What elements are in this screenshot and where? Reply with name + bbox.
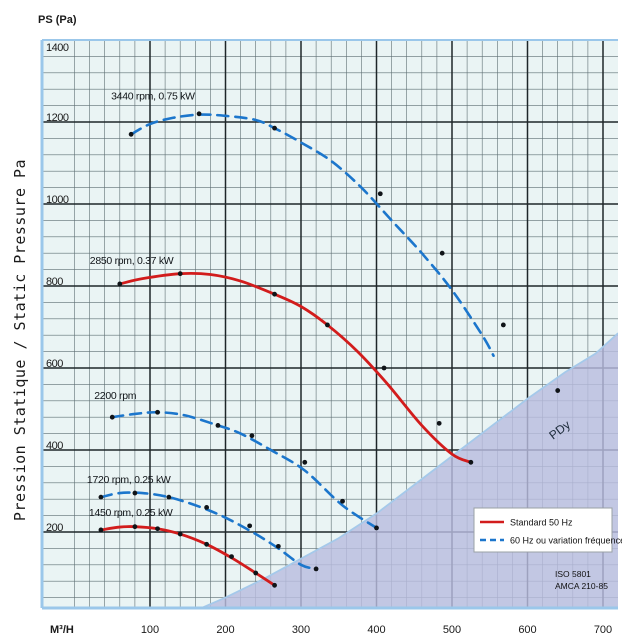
data-point	[98, 527, 104, 533]
data-point	[98, 494, 104, 500]
data-point	[155, 526, 160, 532]
data-point	[275, 543, 281, 549]
y-tick-label: 800	[46, 276, 63, 288]
data-point	[325, 322, 330, 328]
standards-note: ISO 5801	[555, 569, 591, 579]
data-point	[249, 433, 255, 439]
data-point	[204, 541, 210, 547]
data-point	[377, 191, 383, 197]
x-tick-label: 500	[443, 624, 461, 636]
series-label: 1450 rpm, 0.25 kW	[89, 507, 173, 519]
y-tick-label: 400	[46, 440, 63, 452]
series-4	[98, 490, 319, 572]
y-axis-side-label: Pression Statique / Static Pressure Pa	[11, 159, 29, 521]
y-tick-label: 600	[46, 358, 63, 370]
x-tick-label: 400	[367, 624, 385, 636]
data-point	[439, 250, 445, 256]
data-point	[128, 131, 134, 137]
data-point	[272, 291, 277, 297]
y-tick-label: 1000	[46, 194, 69, 206]
series-2	[117, 271, 474, 465]
data-point	[117, 281, 123, 287]
series-line	[99, 491, 318, 571]
y-axis-top-label: PS (Pa)	[38, 14, 77, 26]
data-point	[109, 414, 115, 420]
x-tick-label: 100	[141, 624, 159, 636]
x-axis-label: M³/H	[50, 624, 74, 636]
legend-box	[473, 507, 613, 553]
data-point	[313, 566, 319, 572]
series-line	[110, 410, 378, 530]
data-point	[555, 388, 561, 393]
x-tick-label: 200	[216, 624, 234, 636]
data-point	[500, 322, 506, 328]
data-point	[374, 525, 379, 531]
data-point	[340, 498, 345, 504]
data-point	[229, 554, 234, 559]
data-point	[436, 420, 442, 426]
y-tick-label: 1200	[46, 112, 69, 124]
data-point	[272, 125, 277, 131]
y-tick-label: 200	[46, 522, 63, 534]
series-label: 2850 rpm, 0.37 kW	[90, 255, 174, 267]
data-point	[468, 459, 474, 465]
legend-label: Standard 50 Hz	[510, 518, 573, 528]
y-tick-label: 1400	[46, 42, 69, 54]
data-point	[381, 365, 387, 371]
x-tick-label: 700	[594, 624, 612, 636]
series-label: 2200 rpm	[94, 390, 137, 402]
x-tick-label: 600	[518, 624, 536, 636]
data-point	[132, 524, 138, 530]
series-1	[128, 111, 561, 393]
series-label: 3440 rpm, 0.75 kW	[111, 90, 195, 102]
series-label: 1720 rpm, 0.25 kW	[87, 474, 171, 486]
standards-note: AMCA 210-85	[555, 581, 608, 591]
series-3	[109, 409, 379, 531]
data-point	[247, 523, 253, 529]
series-line	[129, 113, 495, 357]
x-tick-label: 300	[292, 624, 310, 636]
data-point	[196, 111, 202, 117]
data-point	[272, 582, 277, 588]
data-point	[177, 531, 183, 537]
data-point	[177, 271, 183, 277]
data-point	[215, 423, 221, 428]
series-5	[98, 524, 277, 588]
pdy-boundary-line	[199, 332, 618, 608]
data-point	[253, 570, 259, 576]
data-point	[132, 490, 138, 496]
data-point	[166, 494, 172, 500]
legend-label: 60 Hz ou variation fréquence	[510, 536, 622, 546]
data-point	[302, 459, 308, 465]
data-point	[204, 505, 210, 510]
data-point	[155, 409, 160, 415]
